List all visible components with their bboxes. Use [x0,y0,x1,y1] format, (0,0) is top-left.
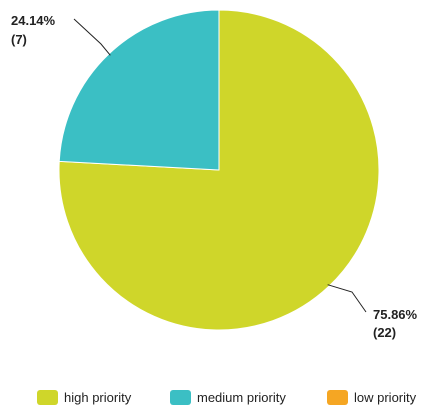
pie-slices [58,9,380,331]
legend-swatch-low-priority [327,390,348,405]
legend-swatch-medium-priority [170,390,191,405]
legend-label-medium-priority: medium priority [197,390,286,405]
legend-swatch-high-priority [37,390,58,405]
leader-line-medium-priority [73,18,111,56]
legend-item-low-priority[interactable]: low priority [327,390,417,405]
legend-item-high-priority[interactable]: high priority [37,390,132,405]
leader-lines [73,18,367,313]
pie-slice-medium-priority[interactable] [58,9,220,171]
legend: high priority medium priority low priori… [37,390,417,405]
high-priority-percent-label: 75.86% [373,307,418,322]
slice-labels: 75.86% (22) 24.14% (7) [11,13,418,340]
legend-label-low-priority: low priority [354,390,417,405]
medium-priority-count-label: (7) [11,32,27,47]
high-priority-count-label: (22) [373,325,396,340]
legend-item-medium-priority[interactable]: medium priority [170,390,286,405]
leader-line-high-priority [327,284,367,313]
legend-label-high-priority: high priority [64,390,132,405]
medium-priority-percent-label: 24.14% [11,13,56,28]
